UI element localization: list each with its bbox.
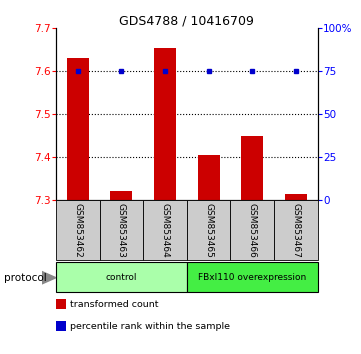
Polygon shape bbox=[42, 271, 56, 284]
Bar bbox=[67, 58, 89, 200]
Bar bbox=[187, 262, 318, 292]
Bar bbox=[274, 200, 318, 260]
Text: percentile rank within the sample: percentile rank within the sample bbox=[70, 321, 230, 331]
Bar bbox=[187, 200, 230, 260]
Bar bbox=[285, 194, 307, 200]
Text: GSM853463: GSM853463 bbox=[117, 202, 126, 258]
Text: GSM853462: GSM853462 bbox=[73, 203, 82, 257]
Text: GSM853464: GSM853464 bbox=[161, 203, 170, 257]
Bar bbox=[198, 155, 219, 200]
Text: GSM853465: GSM853465 bbox=[204, 202, 213, 258]
Bar bbox=[56, 200, 100, 260]
Bar bbox=[230, 200, 274, 260]
Bar bbox=[143, 200, 187, 260]
Text: GSM853467: GSM853467 bbox=[291, 202, 300, 258]
Text: transformed count: transformed count bbox=[70, 299, 158, 309]
Text: GSM853466: GSM853466 bbox=[248, 202, 257, 258]
Bar bbox=[100, 200, 143, 260]
Bar bbox=[154, 48, 176, 200]
Bar bbox=[56, 262, 187, 292]
Text: protocol: protocol bbox=[4, 273, 46, 283]
Bar bbox=[110, 192, 132, 200]
Bar bbox=[242, 136, 263, 200]
Title: GDS4788 / 10416709: GDS4788 / 10416709 bbox=[119, 14, 254, 27]
Text: control: control bbox=[106, 273, 137, 281]
Text: FBxl110 overexpression: FBxl110 overexpression bbox=[198, 273, 306, 281]
